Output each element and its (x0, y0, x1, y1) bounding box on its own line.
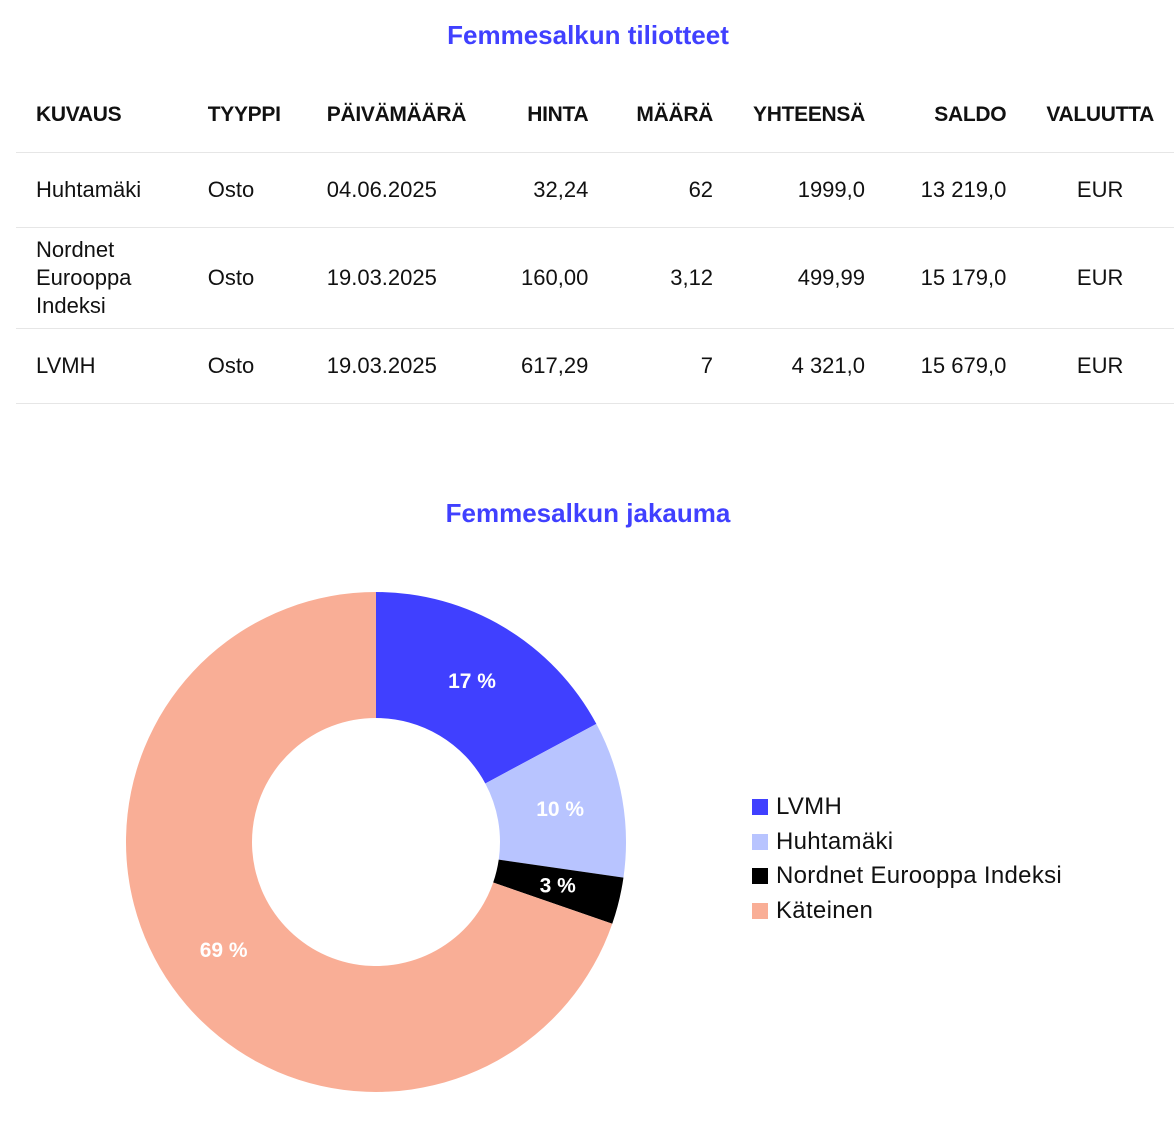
slice-label-2: 3 % (540, 875, 577, 898)
cell-type: Osto (187, 227, 307, 329)
table-header-row: KUVAUS TYYPPI PÄIVÄMÄÄRÄ HINTA MÄÄRÄ YHT… (16, 78, 1174, 153)
table-row: Huhtamäki Osto 04.06.2025 32,24 62 1999,… (16, 152, 1174, 228)
cell-type: Osto (187, 328, 307, 404)
table-title: Femmesalkun tiliotteet (447, 20, 729, 50)
cell-currency: EUR (1026, 152, 1174, 228)
column-header-type: TYYPPI (187, 78, 307, 153)
column-header-quantity: MÄÄRÄ (608, 78, 734, 153)
donut-chart: 17 % 10 % 3 % 69 % (126, 592, 627, 1092)
chart-title: Femmesalkun jakauma (445, 498, 731, 528)
cell-description: Nordnet Eurooppa Indeksi (16, 227, 188, 329)
cell-currency: EUR (1026, 328, 1174, 404)
legend-swatch (752, 902, 768, 919)
cell-currency: EUR (1026, 227, 1174, 329)
column-header-currency: VALUUTTA (1026, 78, 1174, 153)
legend-label: Nordnet Eurooppa Indeksi (776, 862, 1063, 890)
cell-description: LVMH (16, 328, 188, 404)
legend-swatch (752, 799, 768, 816)
legend-label: Huhtamäki (776, 827, 894, 855)
cell-quantity: 62 (608, 152, 734, 228)
legend-swatch (752, 868, 768, 885)
cell-total: 4 321,0 (733, 328, 885, 404)
table-row: LVMH Osto 19.03.2025 617,29 7 4 321,0 15… (16, 328, 1174, 404)
cell-balance: 13 219,0 (885, 152, 1027, 228)
donut-slice-1 (485, 723, 627, 878)
donut-slice-3 (126, 592, 613, 1092)
cell-date: 04.06.2025 (306, 152, 487, 228)
column-header-total: YHTEENSÄ (733, 78, 885, 153)
legend-label: LVMH (776, 793, 843, 821)
chart-legend: LVMH Huhtamäki Nordnet Eurooppa Indeksi Kät… (752, 790, 1062, 928)
legend-label: Käteinen (776, 896, 874, 924)
legend-swatch (752, 833, 768, 850)
donut-slice-2 (493, 859, 624, 924)
slice-label-1: 10 % (536, 798, 584, 821)
column-header-date: PÄIVÄMÄÄRÄ (306, 78, 487, 153)
column-header-balance: SALDO (885, 78, 1027, 153)
cell-type: Osto (187, 152, 307, 228)
cell-quantity: 7 (608, 328, 734, 404)
cell-total: 499,99 (733, 227, 885, 329)
cell-balance: 15 179,0 (885, 227, 1027, 329)
cell-total: 1999,0 (733, 152, 885, 228)
donut-slice-0 (376, 592, 597, 784)
cell-description: Huhtamäki (16, 152, 188, 228)
cell-price: 160,00 (486, 227, 609, 329)
legend-item-2: Nordnet Eurooppa Indeksi (752, 859, 1062, 894)
slice-label-3: 69 % (200, 939, 248, 962)
cell-price: 617,29 (486, 328, 609, 404)
legend-item-0: LVMH (752, 790, 1062, 825)
statements-table: KUVAUS TYYPPI PÄIVÄMÄÄRÄ HINTA MÄÄRÄ YHT… (16, 78, 1174, 404)
cell-date: 19.03.2025 (306, 328, 487, 404)
column-header-description: KUVAUS (16, 78, 188, 153)
cell-balance: 15 679,0 (885, 328, 1027, 404)
slice-label-0: 17 % (448, 670, 496, 693)
legend-item-1: Huhtamäki (752, 825, 1062, 860)
cell-quantity: 3,12 (608, 227, 734, 329)
table-row: Nordnet Eurooppa Indeksi Osto 19.03.2025… (16, 227, 1174, 329)
legend-item-3: Käteinen (752, 894, 1062, 929)
column-header-price: HINTA (486, 78, 609, 153)
cell-date: 19.03.2025 (306, 227, 487, 329)
cell-price: 32,24 (486, 152, 609, 228)
